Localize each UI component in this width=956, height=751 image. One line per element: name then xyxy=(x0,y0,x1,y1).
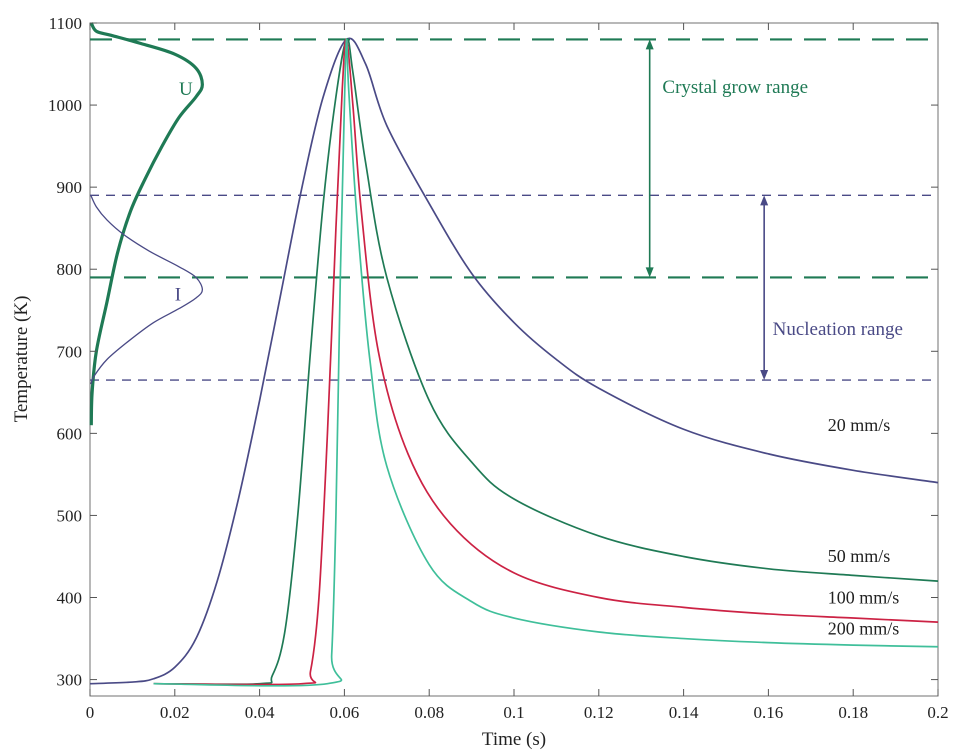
series-line-1 xyxy=(153,37,939,686)
series-line-3 xyxy=(153,38,939,687)
y-tick-label-8: 1100 xyxy=(49,14,82,33)
y-tick-label-0: 300 xyxy=(57,671,83,690)
range-arrow-head-top-1 xyxy=(760,195,769,206)
series-labels: 20 mm/s 50 mm/s 100 mm/s 200 mm/s xyxy=(828,415,900,639)
x-tick-label-10: 0.2 xyxy=(927,703,948,722)
series-label-2: 100 mm/s xyxy=(828,587,900,607)
range-annotation-text-0: Crystal grow range xyxy=(662,77,808,98)
x-tick-label-3: 0.06 xyxy=(330,703,360,722)
y-tick-label-1: 400 xyxy=(57,589,83,608)
y-tick-label-2: 500 xyxy=(57,506,83,525)
series-label-3: 200 mm/s xyxy=(828,618,900,638)
reference-lines xyxy=(90,38,938,381)
x-tick-label-9: 0.18 xyxy=(838,703,868,722)
series-lines xyxy=(89,37,939,687)
x-tick-label-2: 0.04 xyxy=(245,703,275,722)
series-label-0: 20 mm/s xyxy=(828,415,891,435)
plot-area xyxy=(89,22,939,697)
x-tick-label-6: 0.12 xyxy=(584,703,614,722)
x-tick-label-1: 0.02 xyxy=(160,703,190,722)
overlay-curve-U xyxy=(89,22,204,426)
y-tick-label-7: 1000 xyxy=(48,96,82,115)
y-tick-label-3: 600 xyxy=(57,424,83,443)
x-tick-label-0: 0 xyxy=(86,703,95,722)
overlay-label-I: I xyxy=(175,284,181,305)
range-arrow-head-bottom-0 xyxy=(645,267,654,278)
y-tick-label-6: 900 xyxy=(57,178,83,197)
series-line-2 xyxy=(153,38,939,686)
overlay-label-U: U xyxy=(179,79,193,100)
overlay-curves: UI xyxy=(89,22,204,426)
range-annotation-text-1: Nucleation range xyxy=(773,319,903,340)
axes: 0 0.02 0.04 0.06 0.08 0.1 0.12 0.14 0.16 0.18 0.2 3… xyxy=(48,14,949,722)
range-annotations: Crystal grow range Nucleation range xyxy=(645,39,903,381)
range-arrow-head-top-0 xyxy=(645,39,654,50)
x-tick-label-4: 0.08 xyxy=(414,703,444,722)
overlay-curve-I xyxy=(90,195,204,385)
x-tick-label-5: 0.1 xyxy=(503,703,524,722)
x-axis-label: Time (s) xyxy=(482,729,546,750)
x-tick-label-8: 0.16 xyxy=(754,703,784,722)
y-axis-label: Temperature (K) xyxy=(11,296,32,423)
range-arrow-head-bottom-1 xyxy=(760,370,769,381)
x-tick-label-7: 0.14 xyxy=(669,703,699,722)
y-tick-label-4: 700 xyxy=(57,342,83,361)
series-label-1: 50 mm/s xyxy=(828,546,891,566)
y-tick-label-5: 800 xyxy=(57,260,83,279)
